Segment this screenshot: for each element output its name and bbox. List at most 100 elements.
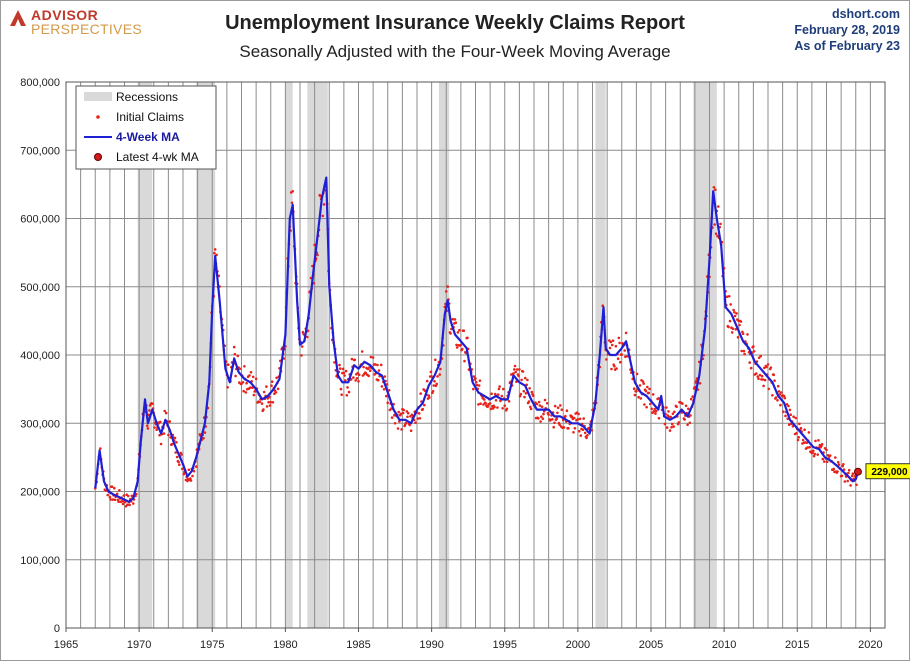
initial-claims-point [513, 368, 516, 371]
initial-claims-point [271, 401, 275, 404]
initial-claims-point [733, 314, 737, 318]
initial-claims-point [763, 378, 767, 382]
initial-claims-point [517, 374, 520, 378]
initial-claims-point [652, 410, 656, 413]
initial-claims-point [850, 474, 854, 478]
initial-claims-point [759, 354, 762, 358]
initial-claims-point [173, 436, 177, 440]
initial-claims-point [834, 456, 837, 459]
initial-claims-point [796, 438, 800, 442]
y-tick-label: 300,000 [20, 418, 60, 430]
initial-claims-point [489, 407, 493, 411]
initial-claims-point [635, 389, 638, 393]
initial-claims-point [158, 433, 161, 437]
initial-claims-point [836, 460, 840, 464]
initial-claims-point [752, 345, 755, 348]
initial-claims-point [760, 374, 764, 378]
initial-claims-point [474, 380, 478, 384]
initial-claims-point [530, 390, 534, 394]
initial-claims-point [846, 479, 849, 483]
initial-claims-point [785, 403, 789, 406]
initial-claims-point [572, 416, 576, 420]
initial-claims-point [369, 355, 373, 359]
x-tick-label: 1995 [493, 639, 517, 651]
initial-claims-point [463, 359, 466, 363]
initial-claims-point [651, 393, 655, 396]
initial-claims-point [787, 404, 790, 408]
initial-claims-point [260, 402, 264, 405]
initial-claims-point [614, 344, 618, 348]
initial-claims-point [523, 395, 526, 399]
initial-claims-point [670, 426, 673, 429]
initial-claims-point [555, 417, 558, 421]
initial-claims-point [242, 389, 245, 393]
initial-claims-point [435, 382, 439, 386]
initial-claims-point [610, 343, 614, 347]
initial-claims-point [399, 412, 403, 416]
initial-claims-point [765, 365, 768, 369]
initial-claims-point [637, 395, 640, 399]
initial-claims-point [551, 418, 554, 421]
initial-claims-point [377, 369, 381, 372]
initial-claims-point [729, 303, 732, 306]
initial-claims-point [159, 442, 163, 446]
initial-claims-point [167, 433, 170, 437]
initial-claims-point [118, 489, 121, 492]
initial-claims-point [126, 503, 129, 507]
legend-recession-swatch [84, 92, 112, 101]
initial-claims-point [267, 400, 270, 404]
initial-claims-point [739, 320, 743, 323]
initial-claims-point [321, 214, 325, 218]
initial-claims-point [611, 339, 615, 343]
initial-claims-point [408, 423, 412, 427]
initial-claims-point [671, 412, 675, 416]
initial-claims-point [99, 447, 102, 450]
initial-claims-point [159, 420, 162, 424]
initial-claims-point [847, 468, 851, 472]
initial-claims-point [446, 285, 450, 288]
report-date: February 28, 2019 [794, 23, 900, 37]
initial-claims-point [316, 253, 319, 257]
initial-claims-point [290, 201, 294, 205]
initial-claims-point [128, 503, 131, 507]
initial-claims-point [233, 352, 237, 356]
initial-claims-point [725, 295, 729, 299]
initial-claims-point [466, 336, 469, 340]
legend-latest-label: Latest 4-wk MA [116, 150, 199, 164]
initial-claims-point [243, 365, 246, 368]
initial-claims-point [529, 405, 532, 409]
initial-claims-point [175, 441, 178, 444]
initial-claims-point [414, 421, 417, 425]
initial-claims-point [714, 188, 717, 191]
initial-claims-point [675, 405, 678, 409]
initial-claims-point [643, 403, 646, 406]
initial-claims-point [430, 375, 433, 378]
initial-claims-point [798, 422, 801, 426]
chart-title: Unemployment Insurance Weekly Claims Rep… [225, 12, 685, 34]
y-tick-label: 0 [54, 623, 60, 635]
latest-ma-point [853, 467, 862, 476]
initial-claims-point [409, 429, 413, 433]
initial-claims-point [519, 392, 523, 396]
initial-claims-point [164, 411, 168, 415]
initial-claims-point [338, 363, 341, 367]
initial-claims-point [270, 380, 274, 384]
initial-claims-point [151, 402, 154, 406]
initial-claims-point [339, 387, 343, 391]
source-block: dshort.com February 28, 2019 As of Febru… [794, 6, 900, 54]
initial-claims-point [265, 385, 268, 388]
initial-claims-point [513, 364, 517, 368]
initial-claims-point [106, 493, 109, 497]
initial-claims-point [251, 375, 255, 379]
initial-claims-point [748, 361, 751, 364]
initial-claims-point [227, 363, 230, 367]
initial-claims-point [291, 190, 295, 193]
initial-claims-point [657, 397, 660, 400]
initial-claims-point [673, 410, 676, 414]
initial-claims-point [763, 366, 766, 370]
initial-claims-point [182, 472, 185, 476]
initial-claims-point [498, 385, 501, 388]
initial-claims-point [648, 387, 651, 391]
initial-claims-point [433, 379, 436, 383]
initial-claims-point [345, 394, 349, 397]
